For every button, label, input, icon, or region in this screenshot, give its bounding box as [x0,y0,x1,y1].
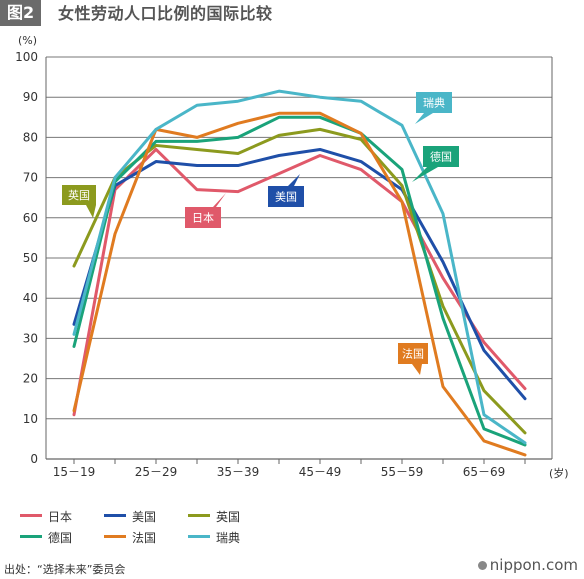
legend-label: 德国 [48,531,73,545]
x-tick-label: 65－69 [463,465,506,479]
callout-box [423,146,459,167]
y-tick-label: 60 [23,211,38,225]
legend-item-usa: 美国 [104,508,156,525]
title-bar: 图2 女性劳动人口比例的国际比较 [0,0,584,30]
y-tick-label: 30 [23,331,38,345]
legend-swatch [20,514,42,517]
x-axis-ticks: 15－19 25－29 35－39 45－49 55－59 65－69 [53,459,526,479]
y-tick-label: 80 [23,130,38,144]
callout-label: 瑞典 [423,96,445,110]
legend-swatch [188,514,210,517]
legend-item-uk: 英国 [188,508,240,525]
x-axis-unit: (岁) [549,466,569,480]
callout-france: 法国 [398,343,428,375]
callout-uk: 英国 [62,185,96,218]
callout-box [268,186,304,207]
legend-swatch [188,535,210,538]
callout-usa: 美国 [268,174,304,207]
legend-label: 日本 [48,510,73,524]
callout-pointer [213,193,226,207]
legend-label: 英国 [216,510,241,524]
callout-label: 法国 [402,347,424,361]
y-tick-label: 40 [23,291,38,305]
callout-pointer [288,174,300,186]
callout-label: 英国 [68,188,90,202]
series-line-sweden [72,89,527,445]
series-line-usa [72,147,527,401]
legend-item-sweden: 瑞典 [188,529,240,546]
x-tick-label: 25－29 [135,465,178,479]
legend-item-germany: 德国 [20,529,72,546]
callout-label: 日本 [192,211,214,225]
callout-germany: 德国 [412,146,459,182]
y-tick-label: 10 [23,412,38,426]
brand-dot-icon [477,561,487,570]
callout-box [416,92,452,113]
legend-item-japan: 日本 [20,508,72,525]
callout-label: 德国 [430,150,452,164]
series-line-japan [72,147,527,417]
x-tick-label: 45－49 [299,465,342,479]
line-chart: 0 10 20 30 40 50 60 70 80 90 100 15－19 25－29 35－39 45… [15,34,569,480]
y-tick-label: 20 [23,372,38,386]
callout-label: 美国 [275,191,297,204]
legend-swatch [104,514,126,517]
brand-text: nippon.com [489,556,578,574]
y-tick-label: 50 [23,251,38,265]
brand-logo: nippon.com [477,556,578,574]
source-note: 出处：“选择未来”委员会 [4,563,126,576]
y-axis-ticks: 0 10 20 30 40 50 60 70 80 90 100 [15,50,38,466]
legend-label: 瑞典 [216,531,241,545]
callout-japan: 日本 [185,193,226,228]
callout-pointer [412,167,438,182]
callout-box [185,207,221,228]
series-lines [72,89,527,457]
chart-title: 女性劳动人口比例的国际比较 [58,4,273,23]
callout-pointer [415,113,433,124]
legend-label: 美国 [132,510,157,524]
x-tick-label: 15－19 [53,465,96,479]
y-axis-label: (%) [18,34,37,47]
callout-pointer [86,205,96,218]
y-tick-label: 100 [15,50,38,64]
legend-label: 法国 [132,531,157,545]
y-tick-label: 0 [30,452,38,466]
callout-box [398,343,428,364]
callout-pointer [412,364,422,375]
y-tick-label: 70 [23,171,38,185]
y-tick-label: 90 [23,90,38,104]
callout-sweden: 瑞典 [415,92,452,124]
legend-swatch [104,535,126,538]
series-line-france [72,111,527,457]
legend-item-france: 法国 [104,529,156,546]
legend-swatch [20,535,42,538]
x-tick-label: 55－59 [381,465,424,479]
figure-badge: 图2 [0,0,42,26]
x-tick-label: 35－39 [217,465,260,479]
callout-box [62,185,96,205]
